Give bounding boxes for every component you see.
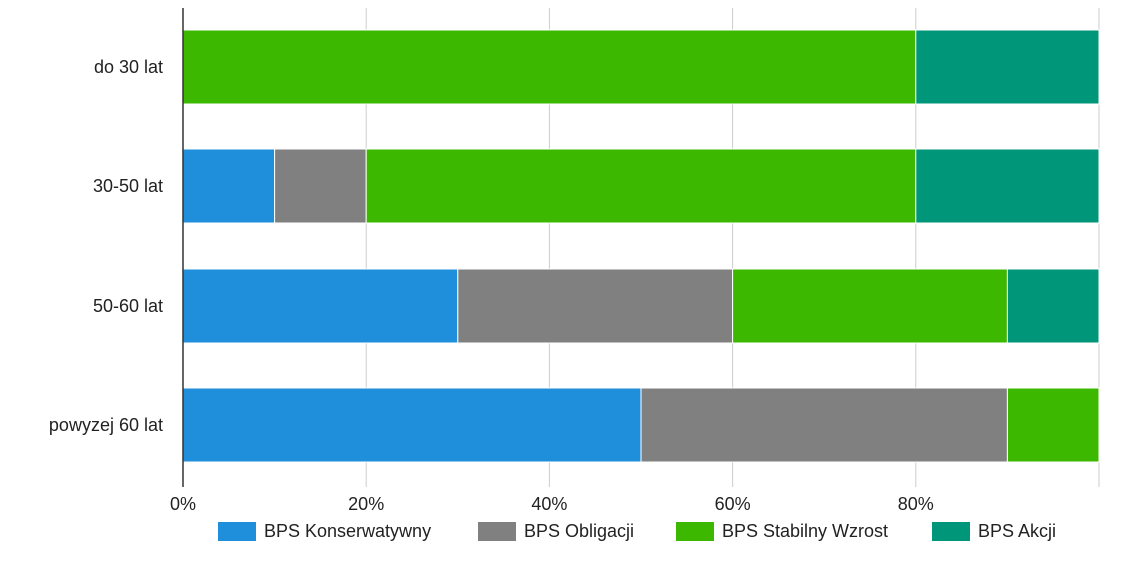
category-label: do 30 lat [94,57,163,77]
legend-label: BPS Stabilny Wzrost [722,520,889,541]
bar-segment [915,148,1100,224]
legend-swatch [676,521,714,541]
legend-label: BPS Obligacji [524,520,635,541]
bars [182,29,1100,463]
bar-segment [182,29,917,105]
bar-segment [365,148,917,224]
bar-segment [182,148,276,224]
category-label: 30-50 lat [93,176,163,196]
category-label: powyzej 60 lat [49,415,163,435]
legend: BPS Konserwatywny BPS Obligacji BPS Stabil… [0,516,1123,546]
bar-segment [457,268,734,344]
legend-label: BPS Konserwatywny [264,520,432,541]
bar-segment [732,268,1008,344]
x-tick-label: 80% [898,494,934,514]
category-label: 50-60 lat [93,296,163,316]
x-tick-label: 40% [531,494,567,514]
legend-item: BPS Akcji [932,516,1056,546]
legend-swatch [932,521,970,541]
x-tick-label: 20% [348,494,384,514]
bar-segment [274,148,367,224]
bar-segment [915,29,1100,105]
legend-item: BPS Stabilny Wzrost [676,516,888,546]
bar-segment [182,387,642,463]
bar-segment [1006,387,1100,463]
x-tick-label: 60% [715,494,751,514]
labels: do 30 lat 30-50 lat 50-60 lat powyzej 60 la… [49,57,934,514]
legend-label: BPS Akcji [978,520,1057,541]
bar-segment [1006,268,1100,344]
x-tick-label: 0% [170,494,196,514]
legend-swatch [218,521,256,541]
legend-item: BPS Konserwatywny [218,516,431,546]
legend-swatch [478,521,516,541]
legend-item: BPS Obligacji [478,516,634,546]
bar-segment [182,268,459,344]
bar-segment [640,387,1008,463]
